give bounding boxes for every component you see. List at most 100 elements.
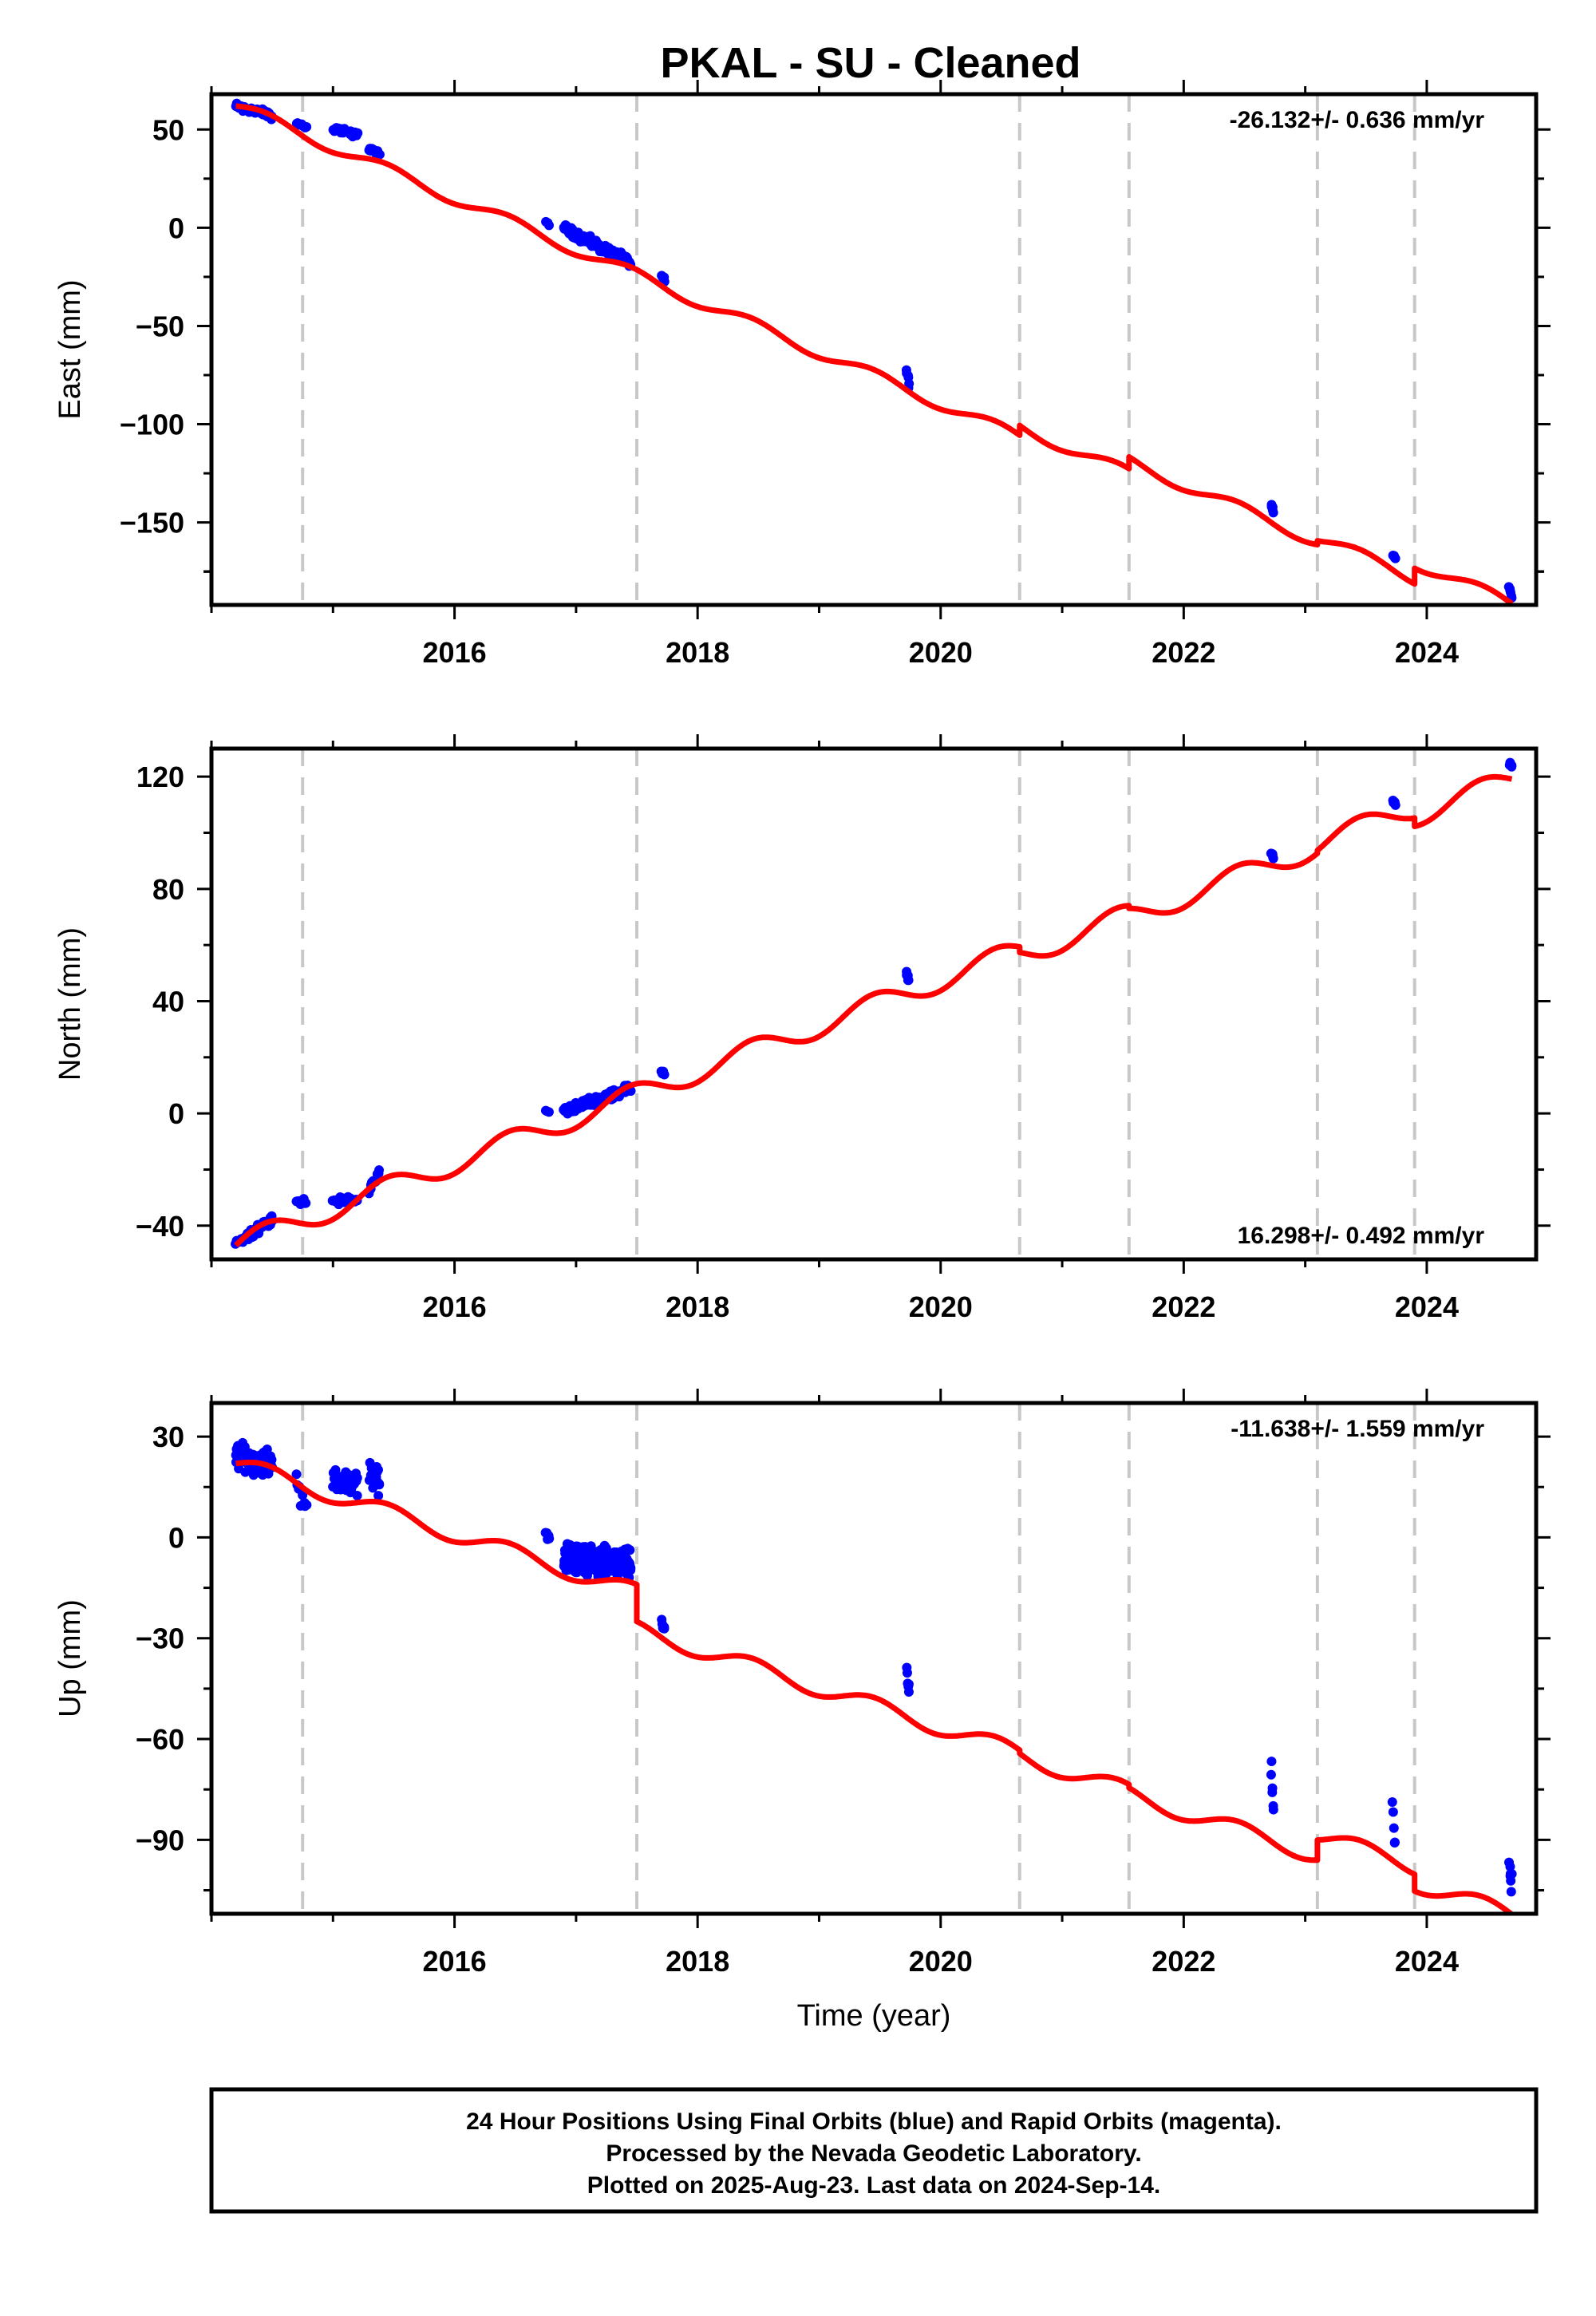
x-axis: 2016 2018 2020 2022 2024 [210, 80, 1459, 669]
data-point [1505, 1861, 1515, 1871]
y-tick-label: 0 [168, 211, 184, 244]
data-point [626, 1565, 636, 1575]
data-point [544, 220, 555, 231]
y-tick-label: 40 [152, 985, 184, 1018]
y-tick-label: 0 [168, 1521, 184, 1554]
footer-line-1: 24 Hour Positions Using Final Orbits (bl… [466, 2109, 1282, 2135]
data-point [374, 149, 385, 160]
data-point [1390, 1837, 1400, 1848]
x-tick-label: 2020 [909, 1290, 973, 1323]
data-point [353, 128, 363, 138]
data-point [1267, 1787, 1278, 1797]
data-point [903, 1686, 914, 1697]
plot-area [231, 94, 1517, 605]
x-tick-label: 2016 [423, 1290, 487, 1323]
data-point [1266, 1769, 1276, 1780]
x-tick-label: 2022 [1152, 636, 1215, 669]
panel-up: 2016 2018 2020 2022 2024 −90 −60 −30 0 30 Up (mm) T… [53, 1389, 1551, 2033]
panel-north: 2016 2018 2020 2022 2024 −40 0 40 80 120 North (mm… [53, 734, 1551, 1323]
data-point [302, 122, 312, 132]
data-point [352, 1491, 362, 1501]
y-tick-label: −50 [136, 310, 184, 342]
y-tick-label: 30 [152, 1421, 184, 1453]
panels: 2016 2018 2020 2022 2024 −150 −100 −50 0 50 East (… [53, 80, 1551, 2033]
rate-annotation: 16.298+/- 0.492 mm/yr [1238, 1223, 1485, 1249]
data-point [1268, 508, 1278, 518]
data-point [544, 1533, 555, 1543]
data-point [1506, 1887, 1516, 1897]
footer-box: 24 Hour Positions Using Final Orbits (bl… [209, 2087, 1539, 2214]
data-point [1507, 1869, 1517, 1879]
x-tick-label: 2018 [666, 1290, 729, 1323]
x-tick-label: 2016 [423, 636, 487, 669]
x-tick-label: 2020 [909, 1945, 973, 1978]
panel-east: 2016 2018 2020 2022 2024 −150 −100 −50 0 50 East (… [53, 80, 1551, 669]
y-tick-label: −150 [120, 507, 184, 539]
data-point [903, 1679, 914, 1690]
y-axis-label: North (mm) [53, 927, 87, 1081]
figure-title: PKAL - SU - Cleaned [660, 39, 1080, 87]
plot-frame [209, 92, 1539, 607]
plot-frame [209, 746, 1539, 1262]
data-point [1507, 761, 1517, 772]
y-axis: −40 0 40 80 120 [136, 761, 1551, 1243]
data-point [625, 1545, 635, 1555]
x-axis-label: Time (year) [797, 1999, 951, 2033]
x-tick-label: 2016 [423, 1945, 487, 1978]
data-point [1266, 1757, 1277, 1767]
data-points [231, 98, 1517, 603]
data-point [902, 1668, 912, 1678]
x-axis: 2016 2018 2020 2022 2024 [210, 734, 1459, 1323]
x-tick-label: 2024 [1395, 636, 1459, 669]
y-tick-label: −30 [136, 1622, 184, 1655]
x-tick-label: 2022 [1152, 1945, 1215, 1978]
x-tick-label: 2018 [666, 1945, 729, 1978]
data-point [374, 1165, 385, 1176]
y-tick-label: 80 [152, 873, 184, 906]
data-point [1268, 853, 1278, 864]
y-tick-label: −100 [120, 409, 184, 441]
y-axis-label: Up (mm) [53, 1599, 87, 1717]
x-tick-label: 2024 [1395, 1945, 1459, 1978]
y-axis-label: East (mm) [53, 279, 87, 419]
footer-line-3: Plotted on 2025-Aug-23. Last data on 202… [587, 2172, 1161, 2199]
data-point [659, 1069, 670, 1080]
plot-area [231, 1403, 1517, 1914]
data-point [659, 1622, 670, 1632]
x-tick-label: 2018 [666, 636, 729, 669]
data-point [1268, 1804, 1278, 1815]
data-point [374, 1480, 385, 1490]
data-point [903, 975, 914, 986]
data-point [1390, 800, 1400, 810]
x-tick-label: 2024 [1395, 1290, 1459, 1323]
data-point [330, 1464, 341, 1475]
footer-frame [209, 2087, 1539, 2214]
model-line [234, 103, 1514, 605]
data-point [1387, 1796, 1397, 1807]
data-point [291, 1469, 302, 1480]
data-point [298, 1490, 308, 1500]
y-axis: −150 −100 −50 0 50 [120, 113, 1551, 573]
data-point [267, 1455, 277, 1465]
x-tick-label: 2020 [909, 636, 973, 669]
rate-annotation: -26.132+/- 0.636 mm/yr [1230, 107, 1485, 133]
y-tick-label: −40 [136, 1210, 184, 1243]
model-line [234, 773, 1514, 1247]
data-point [373, 1464, 383, 1475]
x-axis: 2016 2018 2020 2022 2024 [210, 1389, 1459, 1978]
y-tick-label: 0 [168, 1097, 184, 1130]
plot-area [231, 749, 1517, 1259]
plot-frame [209, 1401, 1539, 1916]
data-point [1388, 1807, 1398, 1817]
data-point [301, 1198, 311, 1208]
data-point [302, 1500, 312, 1510]
footer-line-2: Processed by the Nevada Geodetic Laborat… [606, 2140, 1141, 2167]
y-tick-label: −60 [136, 1723, 184, 1756]
x-tick-label: 2022 [1152, 1290, 1215, 1323]
data-point [373, 1491, 384, 1501]
y-axis: −90 −60 −30 0 30 [136, 1421, 1551, 1892]
data-point [352, 1472, 362, 1483]
y-tick-label: −90 [136, 1824, 184, 1856]
